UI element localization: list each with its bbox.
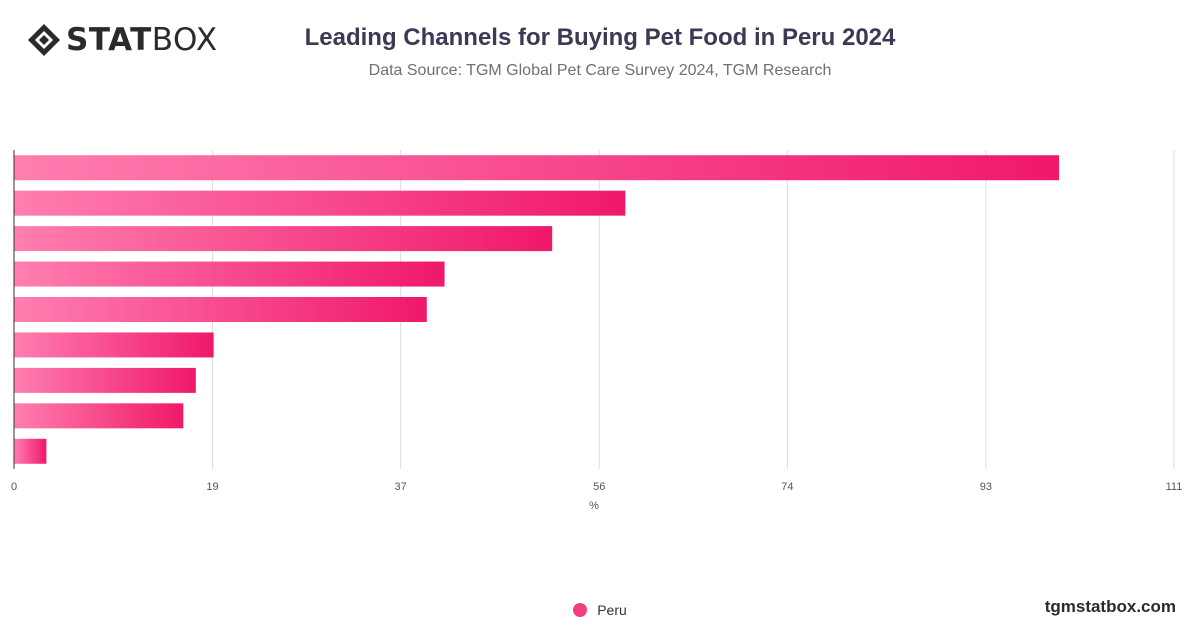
x-axis-ticks: 0 19 37 56 74 93 111 xyxy=(11,481,1182,493)
bar[interactable] xyxy=(14,297,427,322)
legend[interactable]: Peru xyxy=(0,602,1200,618)
bar[interactable] xyxy=(14,226,553,252)
x-tick-label: 111 xyxy=(1166,481,1183,493)
chart-title: Leading Channels for Buying Pet Food in … xyxy=(304,24,896,51)
statbox-logo-icon xyxy=(28,24,60,56)
bar[interactable] xyxy=(14,261,445,287)
footer-brand: tgmstatbox.com xyxy=(1044,597,1176,616)
x-tick-label: 74 xyxy=(781,481,793,493)
logo-text: STATBOX xyxy=(66,22,218,58)
bar[interactable] xyxy=(14,332,214,358)
bar[interactable] xyxy=(14,155,1060,181)
chart-subtitle: Data Source: TGM Global Pet Care Survey … xyxy=(368,62,832,79)
x-tick-label: 19 xyxy=(206,481,218,493)
x-tick-label: 0 xyxy=(11,481,17,493)
bars xyxy=(14,155,1060,464)
bar[interactable] xyxy=(14,190,626,216)
x-axis-label: % xyxy=(589,500,599,512)
legend-dot xyxy=(573,603,588,617)
bar[interactable] xyxy=(14,438,47,464)
x-tick-label: 37 xyxy=(395,481,407,493)
x-tick-label: 93 xyxy=(980,481,992,493)
legend-label: Peru xyxy=(597,602,627,618)
bar[interactable] xyxy=(14,367,196,393)
statbox-logo: STATBOX xyxy=(26,22,218,58)
bar[interactable] xyxy=(14,403,184,429)
x-tick-label: 56 xyxy=(593,481,605,493)
